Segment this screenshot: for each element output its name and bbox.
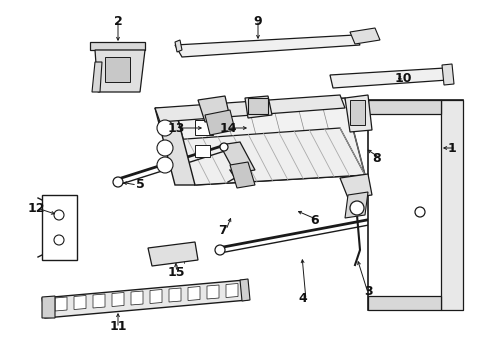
Circle shape xyxy=(157,157,173,173)
Polygon shape xyxy=(230,162,255,188)
Polygon shape xyxy=(169,288,181,302)
Polygon shape xyxy=(442,64,454,85)
Bar xyxy=(368,296,441,310)
Polygon shape xyxy=(175,35,360,57)
Bar xyxy=(368,100,441,114)
Polygon shape xyxy=(90,42,145,50)
Text: 5: 5 xyxy=(136,179,145,192)
Polygon shape xyxy=(188,287,200,301)
Polygon shape xyxy=(330,68,448,88)
Polygon shape xyxy=(55,297,67,311)
Bar xyxy=(441,100,463,310)
Polygon shape xyxy=(93,294,105,308)
Polygon shape xyxy=(131,291,143,305)
Polygon shape xyxy=(240,279,250,301)
Circle shape xyxy=(113,177,123,187)
Circle shape xyxy=(220,143,228,151)
Text: 12: 12 xyxy=(27,202,45,215)
Polygon shape xyxy=(112,292,124,306)
Polygon shape xyxy=(207,285,219,299)
Bar xyxy=(350,100,365,125)
Text: 9: 9 xyxy=(254,15,262,28)
Polygon shape xyxy=(175,40,182,52)
Text: 2: 2 xyxy=(114,15,122,28)
Polygon shape xyxy=(155,95,345,122)
Polygon shape xyxy=(95,50,145,92)
Circle shape xyxy=(157,120,173,136)
Polygon shape xyxy=(340,174,372,198)
Bar xyxy=(105,57,130,82)
Polygon shape xyxy=(245,96,272,118)
Text: 15: 15 xyxy=(168,266,185,279)
Polygon shape xyxy=(205,110,235,135)
Polygon shape xyxy=(198,96,230,122)
Polygon shape xyxy=(345,95,372,132)
Polygon shape xyxy=(350,28,380,44)
Circle shape xyxy=(54,210,64,220)
Polygon shape xyxy=(148,242,198,266)
Polygon shape xyxy=(155,108,195,185)
Polygon shape xyxy=(150,289,162,303)
Polygon shape xyxy=(175,98,365,185)
Circle shape xyxy=(415,207,425,217)
Polygon shape xyxy=(92,62,102,92)
Bar xyxy=(195,145,210,157)
Polygon shape xyxy=(74,296,86,310)
Bar xyxy=(195,120,213,135)
Polygon shape xyxy=(42,280,248,318)
Circle shape xyxy=(215,245,225,255)
Circle shape xyxy=(350,201,364,215)
Text: 6: 6 xyxy=(310,213,318,226)
Polygon shape xyxy=(345,192,368,218)
Text: 1: 1 xyxy=(448,141,457,154)
Polygon shape xyxy=(42,296,55,318)
Text: 10: 10 xyxy=(395,72,413,85)
Bar xyxy=(248,98,268,114)
Text: 8: 8 xyxy=(372,152,381,165)
Text: 14: 14 xyxy=(220,122,238,135)
Circle shape xyxy=(157,140,173,156)
Polygon shape xyxy=(226,284,238,297)
Text: 13: 13 xyxy=(168,122,185,135)
Text: 3: 3 xyxy=(364,285,372,298)
Polygon shape xyxy=(172,128,365,185)
Text: 11: 11 xyxy=(109,320,127,333)
Bar xyxy=(368,100,463,310)
Bar xyxy=(42,195,77,260)
Text: 7: 7 xyxy=(218,224,227,237)
Circle shape xyxy=(54,235,64,245)
Text: 4: 4 xyxy=(298,292,307,305)
Polygon shape xyxy=(220,142,255,173)
